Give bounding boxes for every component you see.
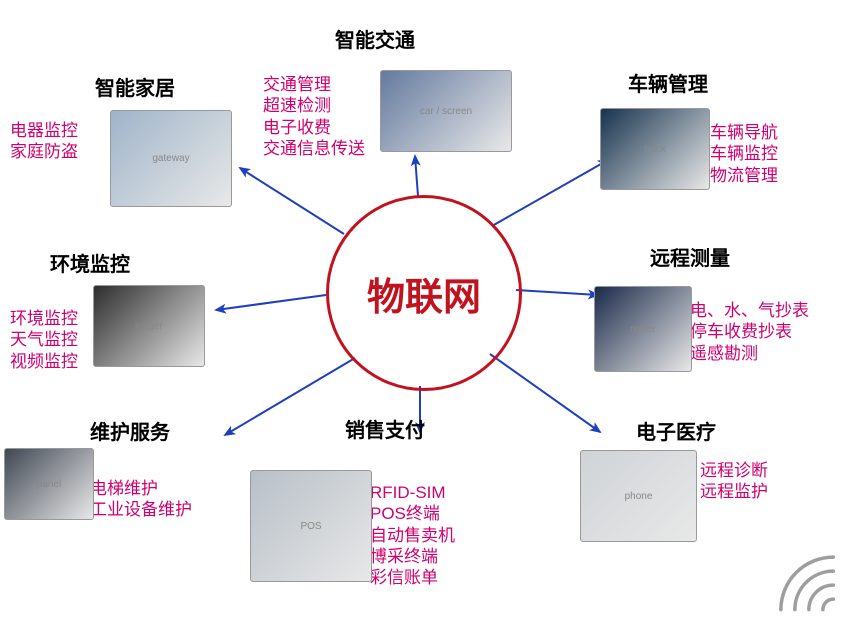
node-title-med: 电子医疗 (636, 416, 716, 445)
node-item: 遥感勘测 (690, 343, 809, 364)
thumb-home: gateway (110, 110, 232, 207)
node-items-env: 环境监控天气监控视频监控 (10, 308, 78, 372)
node-items-fleet: 车辆导航车辆监控物流管理 (710, 122, 778, 186)
node-items-med: 远程诊断远程监护 (700, 460, 768, 503)
node-item: 电子收费 (263, 117, 365, 138)
node-title-its: 智能交通 (335, 24, 415, 53)
node-item: 工业设备维护 (90, 499, 192, 520)
node-items-pay: RFID-SIMPOS终端自动售卖机博采终端彩信账单 (370, 482, 455, 588)
node-item: 交通信息传送 (263, 138, 365, 159)
node-items-maint: 电梯维护工业设备维护 (90, 478, 192, 521)
node-item: 自动售卖机 (370, 525, 455, 546)
node-item: 电器监控 (10, 120, 78, 141)
arrow-its (415, 156, 418, 196)
arrow-med (490, 354, 600, 432)
node-item: 车辆监控 (710, 143, 778, 164)
node-items-tele: 电、水、气抄表停车收费抄表遥感勘测 (690, 300, 809, 364)
node-item: 远程监护 (700, 481, 768, 502)
arrow-env (216, 295, 326, 310)
node-item: 车辆导航 (710, 122, 778, 143)
thumb-med: phone (580, 450, 697, 542)
node-title-pay: 销售支付 (345, 414, 425, 443)
node-title-home: 智能家居 (95, 72, 175, 101)
thumb-pay: POS (250, 470, 372, 582)
node-items-its: 交通管理超速检测电子收费交通信息传送 (263, 74, 365, 159)
thumb-env: logger (93, 285, 205, 367)
thumb-its: car / screen (380, 70, 512, 152)
node-title-maint: 维护服务 (90, 416, 170, 445)
node-item: 停车收费抄表 (690, 321, 809, 342)
node-item: 交通管理 (263, 74, 365, 95)
node-item: 电梯维护 (90, 478, 192, 499)
node-title-fleet: 车辆管理 (628, 68, 708, 97)
node-item: 超速检测 (263, 95, 365, 116)
node-item: 天气监控 (10, 329, 78, 350)
node-title-tele: 远程测量 (650, 242, 730, 271)
node-item: 家庭防盗 (10, 141, 78, 162)
arrow-fleet (492, 160, 608, 226)
node-item: RFID-SIM (370, 482, 455, 503)
diagram-stage: { "canvas": { "w": 843, "h": 618, "bg": … (0, 0, 843, 618)
node-item: 物流管理 (710, 165, 778, 186)
wifi-icon (749, 544, 839, 614)
node-item: 视频监控 (10, 351, 78, 372)
thumb-tele: meter (594, 286, 692, 372)
arrow-maint (225, 358, 355, 435)
node-title-env: 环境监控 (50, 248, 130, 277)
node-item: 博采终端 (370, 546, 455, 567)
node-items-home: 电器监控家庭防盗 (10, 120, 78, 163)
node-item: POS终端 (370, 503, 455, 524)
thumb-fleet: truck (600, 108, 710, 190)
node-item: 彩信账单 (370, 567, 455, 588)
thumb-maint: panel (4, 448, 94, 520)
node-item: 环境监控 (10, 308, 78, 329)
node-item: 电、水、气抄表 (690, 300, 809, 321)
arrow-home (240, 168, 344, 234)
node-item: 远程诊断 (700, 460, 768, 481)
center-label: 物联网 (367, 266, 481, 321)
center-hub: 物联网 (326, 195, 522, 391)
arrow-tele (516, 290, 598, 295)
